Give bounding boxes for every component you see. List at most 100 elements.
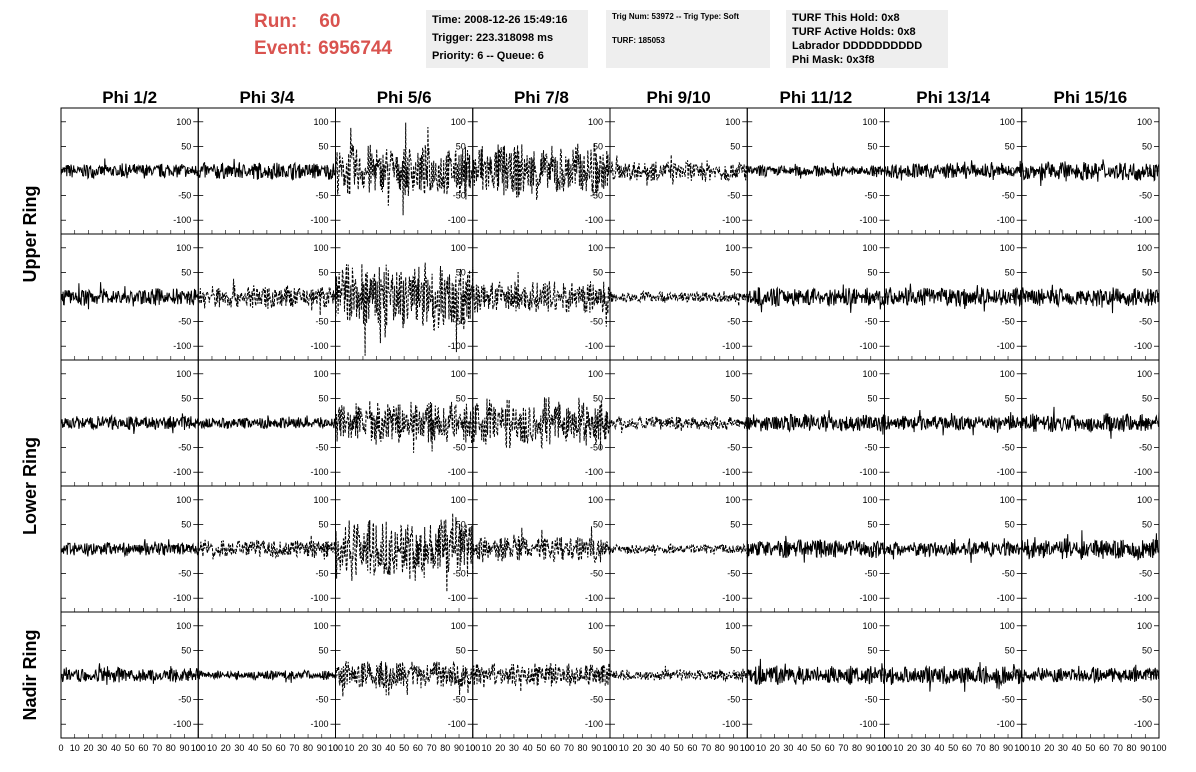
x-tick-label: 80 [440,743,450,753]
y-tick-label: -100 [859,215,877,225]
y-tick-label: 50 [318,141,328,151]
x-tick-label: 60 [413,743,423,753]
y-tick-label: -100 [1134,593,1152,603]
x-tick-label: 40 [1072,743,1082,753]
y-tick-label: -50 [727,317,740,327]
y-tick-label: 50 [456,645,466,655]
y-tick-label: 100 [1000,495,1015,505]
column-title: Phi 5/6 [377,88,432,107]
y-tick-label: -50 [864,317,877,327]
y-tick-label: -100 [585,719,603,729]
x-tick-label: 90 [729,743,739,753]
y-tick-label: 100 [862,495,877,505]
y-tick-label: -100 [859,341,877,351]
y-tick-label: -100 [310,593,328,603]
x-tick-label: 60 [825,743,835,753]
waveform-trace [60,282,199,310]
y-tick-label: -50 [178,191,191,201]
y-tick-label: -50 [315,569,328,579]
y-tick-label: 0 [872,544,877,554]
y-tick-label: -100 [859,719,877,729]
run-event-header: Run: 60 Event: 6956744 [254,8,392,62]
x-tick-label: 30 [921,743,931,753]
y-tick-label: 50 [318,393,328,403]
x-tick-label: 30 [646,743,656,753]
x-tick-label: 90 [591,743,601,753]
y-tick-label: 100 [588,495,603,505]
waveform-trace [884,160,1023,181]
x-tick-label: 40 [385,743,395,753]
waveform-trace [335,660,474,697]
y-tick-label: 50 [1142,267,1152,277]
x-tick-label: 50 [674,743,684,753]
y-tick-label: -100 [722,467,740,477]
y-tick-label: 0 [1010,292,1015,302]
y-tick-label: -100 [173,215,191,225]
y-tick-label: -50 [453,695,466,705]
waveform-trace [197,278,336,316]
y-tick-label: 50 [730,393,740,403]
y-tick-label: 50 [1142,393,1152,403]
phi-mask-text: Phi Mask: 0x3f8 [792,54,875,66]
x-tick-label: 0 [1019,743,1024,753]
y-tick-label: 50 [1005,645,1015,655]
run-value: 60 [319,11,341,32]
y-tick-label: -100 [585,341,603,351]
y-tick-label: 100 [1137,369,1152,379]
column-title: Phi 15/16 [1054,88,1128,107]
event-value: 6956744 [318,38,393,59]
y-tick-label: 50 [867,645,877,655]
y-tick-label: -50 [1139,191,1152,201]
y-tick-label: -100 [997,215,1015,225]
x-tick-label: 40 [248,743,258,753]
y-tick-label: 100 [451,117,466,127]
y-tick-label: -50 [864,695,877,705]
y-tick-label: -50 [727,569,740,579]
y-tick-label: 50 [593,141,603,151]
row-group-title: Upper Ring [20,186,40,283]
x-tick-label: 40 [934,743,944,753]
y-tick-label: 50 [181,267,191,277]
waveform-trace [1021,530,1160,561]
x-tick-label: 0 [470,743,475,753]
y-tick-label: 50 [456,141,466,151]
x-tick-label: 20 [221,743,231,753]
x-tick-label: 60 [138,743,148,753]
y-tick-label: 50 [1005,393,1015,403]
x-tick-label: 10 [619,743,629,753]
waveform-trace [884,283,1023,312]
run-label: Run: [254,11,298,32]
x-tick-label: 10 [70,743,80,753]
y-tick-label: -50 [590,569,603,579]
x-tick-label: 20 [495,743,505,753]
y-tick-label: -100 [859,593,877,603]
y-tick-label: -50 [453,443,466,453]
y-tick-label: 0 [735,418,740,428]
x-tick-label: 70 [701,743,711,753]
y-tick-label: 50 [730,267,740,277]
x-tick-label: 70 [1113,743,1123,753]
x-tick-label: 100 [465,743,480,753]
waveform-trace [1021,664,1160,684]
x-tick-label: 80 [166,743,176,753]
waveform-trace [60,413,199,434]
y-tick-label: 100 [862,243,877,253]
y-tick-label: 100 [313,369,328,379]
y-tick-label: -50 [1002,191,1015,201]
column-title: Phi 9/10 [646,88,710,107]
y-tick-label: 50 [1005,519,1015,529]
x-tick-label: 90 [1140,743,1150,753]
x-tick-label: 20 [358,743,368,753]
x-tick-label: 100 [877,743,892,753]
y-tick-label: 50 [867,141,877,151]
x-tick-label: 70 [564,743,574,753]
waveform-trace [197,415,336,430]
waveform-trace [472,397,611,450]
waveform-trace [197,669,336,683]
y-tick-label: -50 [178,443,191,453]
y-tick-label: -100 [448,593,466,603]
waveform-trace [60,663,199,685]
x-tick-label: 30 [509,743,519,753]
y-tick-label: -50 [1139,317,1152,327]
